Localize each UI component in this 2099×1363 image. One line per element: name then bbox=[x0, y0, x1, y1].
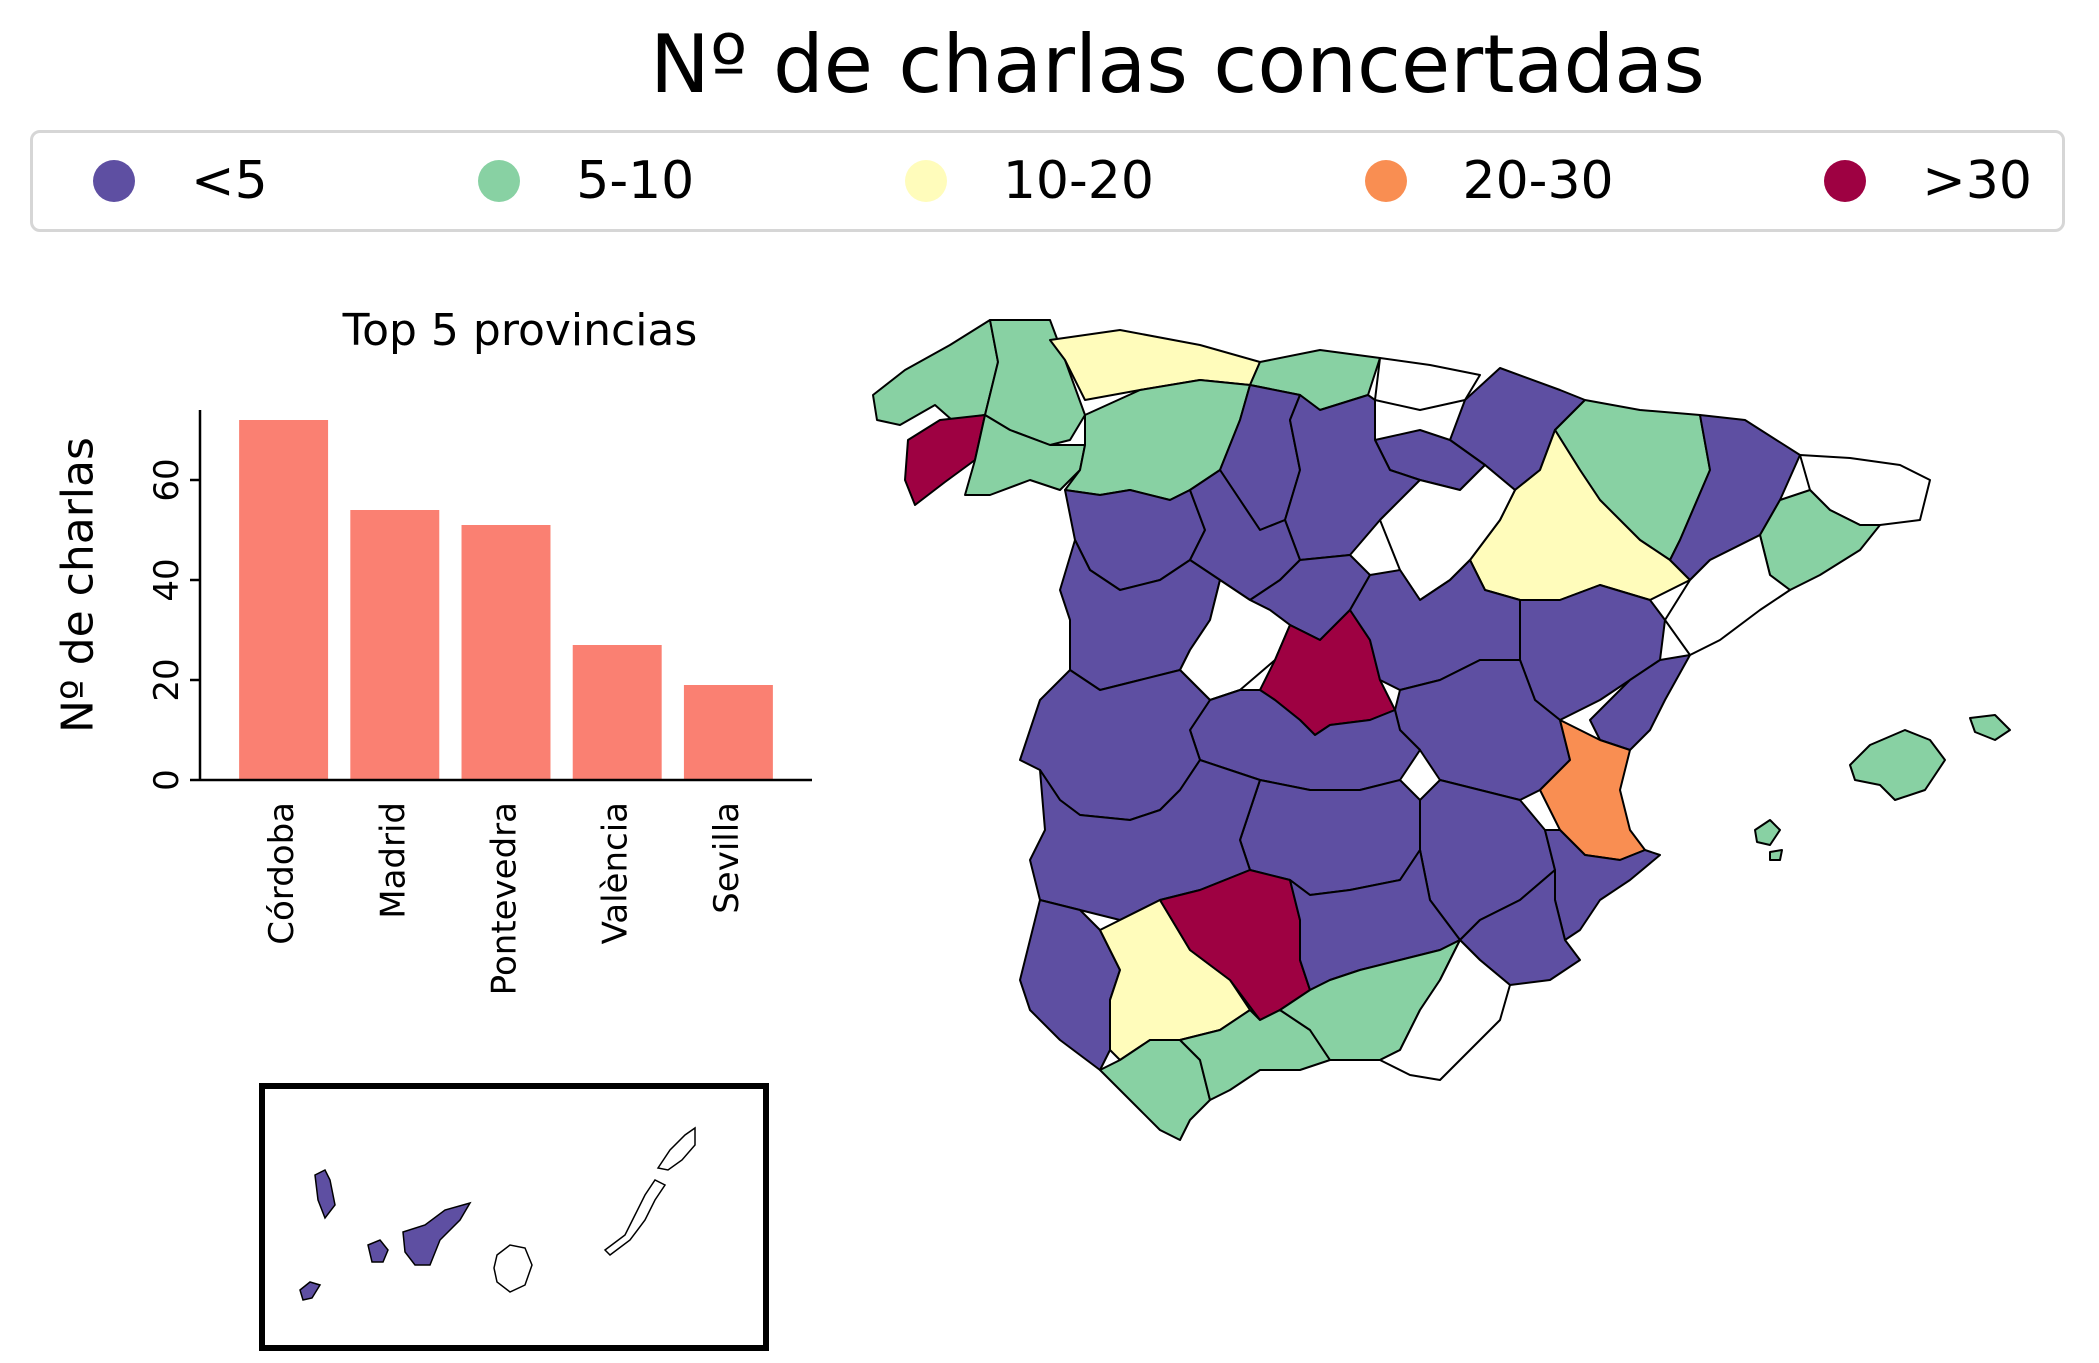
island-el-hierro bbox=[299, 1281, 322, 1301]
legend: <5 5-10 10-20 20-30 >30 bbox=[30, 130, 2065, 232]
region-tarragona bbox=[1664, 534, 1791, 656]
legend-marker-gt30 bbox=[1824, 160, 1867, 202]
region-pontevedra bbox=[904, 414, 986, 506]
island-lanzarote bbox=[656, 1126, 696, 1171]
legend-marker-10-20 bbox=[904, 160, 947, 202]
figure-title: Nº de charlas concertadas bbox=[650, 18, 1705, 111]
region-guadalajara bbox=[1349, 559, 1521, 691]
region-ibiza bbox=[1754, 819, 1781, 846]
legend-label: 5-10 bbox=[576, 151, 695, 211]
chart-title: Top 5 provincias bbox=[342, 305, 698, 356]
legend-label: >30 bbox=[1922, 151, 2032, 211]
legend-item: <5 bbox=[93, 151, 268, 211]
legend-label: 10-20 bbox=[1002, 151, 1154, 211]
region-formentera bbox=[1769, 849, 1783, 861]
inset-frame bbox=[259, 1083, 769, 1351]
region-menorca bbox=[1969, 714, 2011, 741]
region-castellon bbox=[1589, 654, 1691, 751]
island-fuerteventura bbox=[603, 1179, 667, 1256]
island-tenerife bbox=[402, 1201, 472, 1266]
legend-marker-20-30 bbox=[1364, 160, 1407, 202]
region-cadiz bbox=[1099, 1039, 1211, 1141]
legend-item: >30 bbox=[1824, 151, 2032, 211]
island-la-palma bbox=[314, 1168, 336, 1220]
legend-marker-5-10 bbox=[478, 160, 521, 202]
legend-label: 20-30 bbox=[1462, 151, 1614, 211]
island-la-gomera bbox=[367, 1239, 389, 1263]
legend-item: 5-10 bbox=[478, 151, 694, 211]
island-gran-canaria bbox=[493, 1244, 533, 1293]
region-mallorca bbox=[1849, 729, 1946, 801]
legend-marker-lt5 bbox=[93, 160, 135, 202]
legend-label: <5 bbox=[191, 151, 268, 211]
legend-item: 10-20 bbox=[904, 151, 1154, 211]
legend-item: 20-30 bbox=[1364, 151, 1614, 211]
region-almeria bbox=[1379, 939, 1511, 1081]
